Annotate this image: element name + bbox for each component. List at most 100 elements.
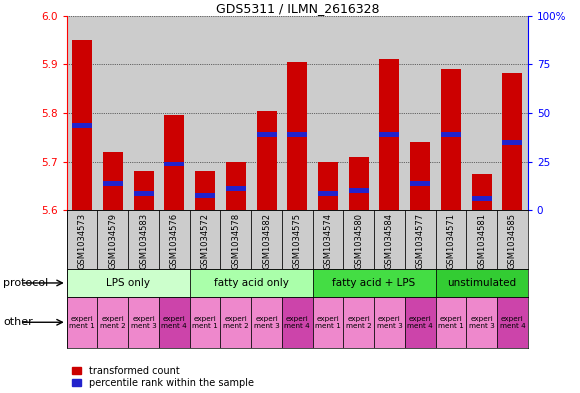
Text: experi
ment 1: experi ment 1 — [69, 316, 95, 329]
Text: fatty acid + LPS: fatty acid + LPS — [332, 278, 416, 288]
Text: GSM1034583: GSM1034583 — [139, 213, 148, 269]
Bar — [190, 297, 220, 348]
Bar — [472, 174, 492, 210]
Bar — [159, 210, 190, 269]
Text: experi
ment 1: experi ment 1 — [192, 316, 218, 329]
Text: GSM1034578: GSM1034578 — [231, 213, 240, 269]
Bar — [220, 210, 251, 269]
Bar — [379, 132, 400, 137]
Bar — [318, 162, 338, 210]
Bar — [159, 297, 190, 348]
Bar — [318, 191, 338, 196]
Bar — [226, 186, 246, 191]
Text: unstimulated: unstimulated — [447, 278, 516, 288]
Bar — [410, 181, 430, 186]
Bar — [67, 210, 97, 269]
Text: fatty acid only: fatty acid only — [213, 278, 289, 288]
Title: GDS5311 / ILMN_2616328: GDS5311 / ILMN_2616328 — [216, 2, 379, 15]
Text: GSM1034580: GSM1034580 — [354, 213, 363, 269]
Bar — [436, 269, 528, 297]
Bar — [164, 162, 184, 167]
Text: LPS only: LPS only — [106, 278, 150, 288]
Bar — [497, 210, 528, 269]
Bar — [343, 210, 374, 269]
Text: GSM1034572: GSM1034572 — [201, 213, 209, 269]
Bar — [349, 157, 369, 210]
Bar — [195, 193, 215, 198]
Bar — [97, 210, 128, 269]
Bar — [313, 269, 436, 297]
Bar — [287, 132, 307, 137]
Bar — [256, 132, 277, 137]
Bar — [220, 297, 251, 348]
Bar — [103, 152, 123, 210]
Bar — [251, 210, 282, 269]
Text: experi
ment 4: experi ment 4 — [407, 316, 433, 329]
Bar — [441, 132, 461, 137]
Bar — [190, 210, 220, 269]
Bar — [72, 40, 92, 210]
Bar — [72, 123, 92, 128]
Text: experi
ment 1: experi ment 1 — [438, 316, 464, 329]
Bar — [190, 269, 313, 297]
Bar — [251, 297, 282, 348]
Bar — [103, 181, 123, 186]
Bar — [502, 140, 523, 145]
Bar — [313, 210, 343, 269]
Bar — [466, 297, 497, 348]
Text: experi
ment 3: experi ment 3 — [253, 316, 280, 329]
Bar — [472, 196, 492, 200]
Text: experi
ment 3: experi ment 3 — [130, 316, 157, 329]
Bar — [282, 210, 313, 269]
Text: GSM1034585: GSM1034585 — [508, 213, 517, 269]
Bar — [374, 297, 405, 348]
Legend: transformed count, percentile rank within the sample: transformed count, percentile rank withi… — [71, 366, 254, 388]
Text: GSM1034571: GSM1034571 — [447, 213, 455, 269]
Bar — [502, 73, 523, 210]
Bar — [313, 297, 343, 348]
Bar — [128, 210, 159, 269]
Text: GSM1034584: GSM1034584 — [385, 213, 394, 269]
Text: GSM1034582: GSM1034582 — [262, 213, 271, 269]
Bar — [67, 269, 190, 297]
Bar — [497, 297, 528, 348]
Bar — [97, 297, 128, 348]
Bar — [67, 297, 97, 348]
Bar — [133, 191, 154, 196]
Text: GSM1034579: GSM1034579 — [108, 213, 117, 269]
Bar — [436, 210, 466, 269]
Text: GSM1034574: GSM1034574 — [324, 213, 332, 269]
Bar — [436, 297, 466, 348]
Bar — [133, 171, 154, 210]
Bar — [287, 62, 307, 210]
Bar — [441, 69, 461, 210]
Text: GSM1034573: GSM1034573 — [78, 213, 86, 269]
Text: protocol: protocol — [3, 278, 48, 288]
Bar — [195, 171, 215, 210]
Text: GSM1034581: GSM1034581 — [477, 213, 486, 269]
Bar — [164, 116, 184, 210]
Bar — [379, 59, 400, 210]
Bar — [466, 210, 497, 269]
Bar — [405, 297, 436, 348]
Text: GSM1034577: GSM1034577 — [416, 213, 425, 269]
Text: experi
ment 4: experi ment 4 — [499, 316, 525, 329]
Text: experi
ment 3: experi ment 3 — [376, 316, 403, 329]
Text: experi
ment 4: experi ment 4 — [161, 316, 187, 329]
Bar — [349, 188, 369, 193]
Text: experi
ment 1: experi ment 1 — [315, 316, 341, 329]
Bar — [410, 142, 430, 210]
Bar — [343, 297, 374, 348]
Bar — [374, 210, 405, 269]
Text: other: other — [3, 317, 32, 327]
Text: GSM1034576: GSM1034576 — [170, 213, 179, 269]
Text: experi
ment 2: experi ment 2 — [100, 316, 126, 329]
Text: GSM1034575: GSM1034575 — [293, 213, 302, 269]
Text: experi
ment 2: experi ment 2 — [223, 316, 249, 329]
Bar — [226, 162, 246, 210]
Text: experi
ment 2: experi ment 2 — [346, 316, 372, 329]
Text: experi
ment 4: experi ment 4 — [284, 316, 310, 329]
Bar — [256, 110, 277, 210]
Bar — [282, 297, 313, 348]
Text: experi
ment 3: experi ment 3 — [469, 316, 495, 329]
